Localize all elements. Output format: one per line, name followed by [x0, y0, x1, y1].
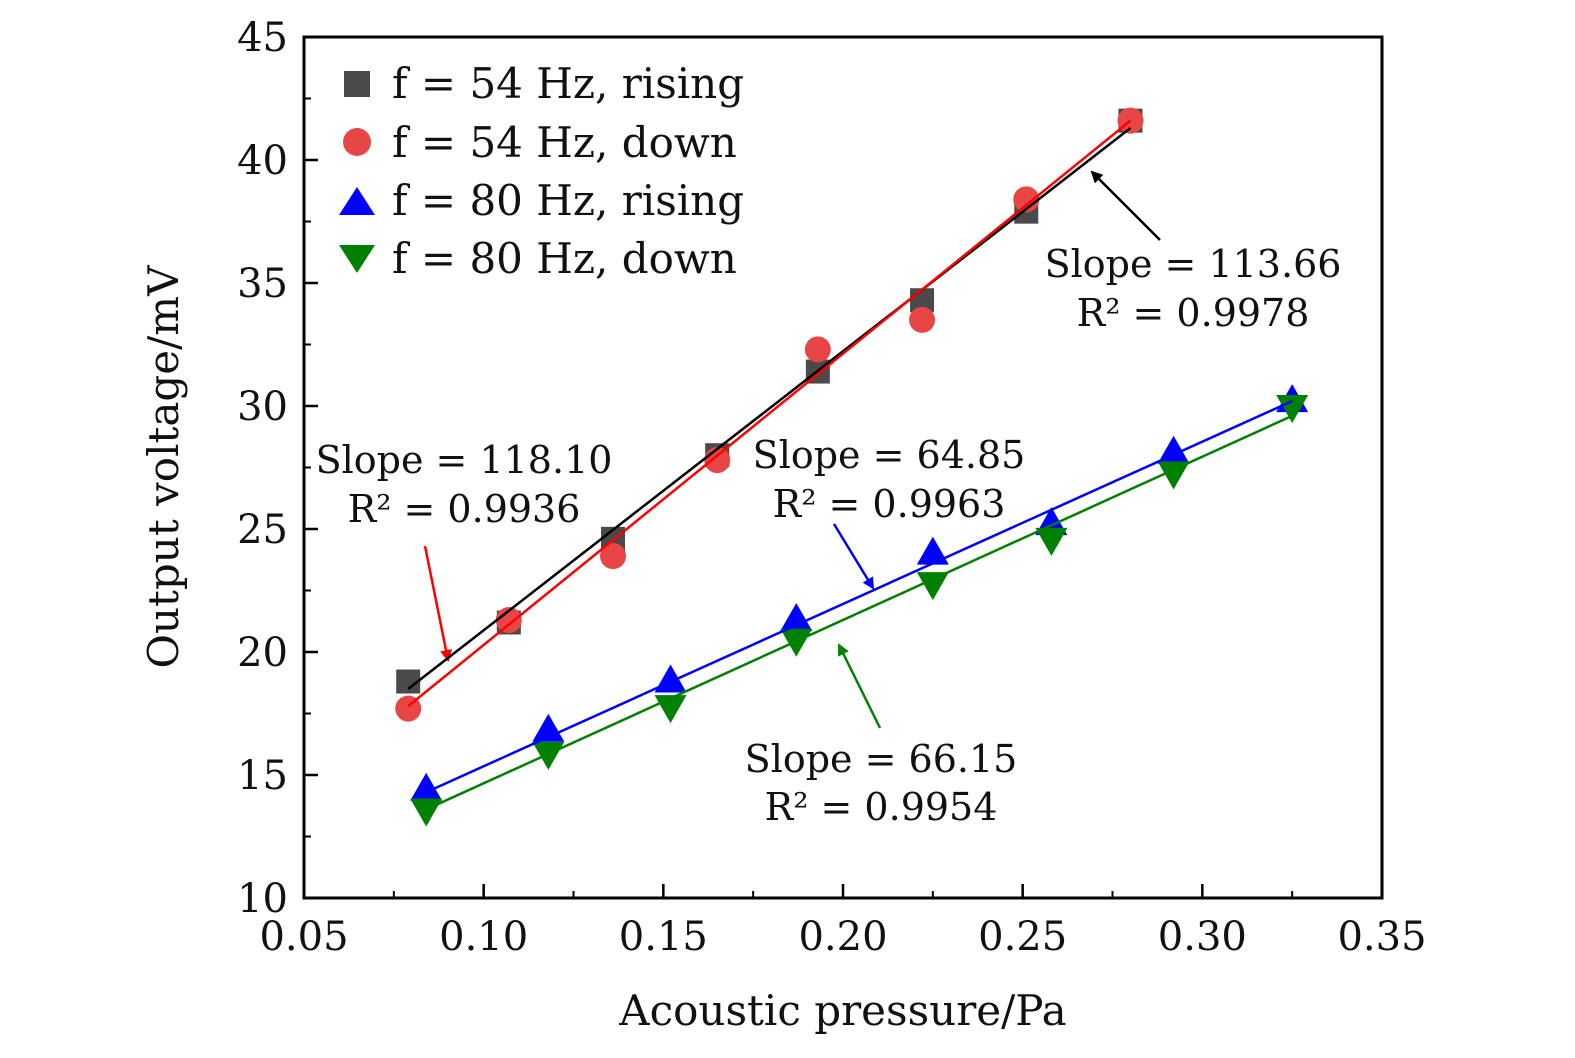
y-tick-label: 45 — [237, 15, 288, 61]
legend-marker-circle — [343, 128, 371, 156]
annotation-slope-64-85: Slope = 64.85 — [753, 433, 1026, 477]
annotation-r2-0-9978: R² = 0.9978 — [1077, 291, 1310, 335]
data-point-triangle-up — [654, 664, 687, 693]
annotation-arrow-black — [1090, 170, 1161, 241]
annotation-80-down: Slope = 66.15 R² = 0.9954 — [745, 643, 1018, 829]
data-point-circle — [909, 306, 936, 333]
fit-line — [425, 414, 1293, 811]
data-point-triangle-up — [916, 536, 949, 565]
annotation-r2-0-9963: R² = 0.9963 — [773, 482, 1006, 526]
annotation-80-rising: Slope = 64.85 R² = 0.9963 — [753, 433, 1026, 590]
data-point-circle — [495, 607, 522, 634]
data-point-triangle-up — [780, 603, 813, 632]
annotation-slope-113-66: Slope = 113.66 — [1045, 242, 1342, 286]
x-tick-label: 0.15 — [619, 914, 708, 960]
y-tick-label: 35 — [237, 261, 288, 307]
data-point-triangle-down — [410, 798, 443, 827]
data-point-circle — [704, 447, 731, 474]
y-tick-label: 40 — [237, 138, 288, 184]
legend-label-80-rising: f = 80 Hz, rising — [392, 176, 744, 225]
fit-line — [425, 399, 1293, 794]
annotation-slope-118-10: Slope = 118.10 — [316, 438, 613, 482]
data-point-triangle-down — [1157, 461, 1190, 490]
legend-label-80-down: f = 80 Hz, down — [392, 234, 737, 283]
data-point-triangle-down — [1276, 395, 1309, 423]
legend-marker-triangle-down — [339, 245, 375, 273]
data-point-circle — [1013, 186, 1040, 213]
annotation-54-down: Slope = 118.10 R² = 0.9936 — [316, 438, 613, 662]
fit-lines — [407, 119, 1293, 811]
data-point-triangle-down — [780, 628, 813, 657]
y-tick-label: 15 — [237, 753, 288, 799]
fit-line — [407, 119, 1132, 708]
legend: f = 54 Hz, rising f = 54 Hz, down f = 80… — [339, 59, 744, 283]
y-tick-label: 25 — [237, 507, 288, 553]
annotation-slope-66-15: Slope = 66.15 — [745, 737, 1018, 781]
x-axis-title: Acoustic pressure/Pa — [618, 986, 1066, 1035]
legend-marker-triangle-up — [339, 187, 375, 215]
legend-label-54-rising: f = 54 Hz, rising — [392, 59, 744, 108]
legend-marker-square — [344, 71, 370, 97]
y-axis-title: Output voltage/mV — [139, 265, 188, 669]
x-tick-label: 0.05 — [259, 914, 348, 960]
annotation-arrow-green — [837, 643, 882, 729]
y-tick-label: 30 — [237, 384, 288, 430]
legend-label-54-down: f = 54 Hz, down — [392, 118, 737, 167]
annotation-arrow-blue — [832, 523, 875, 590]
annotation-r2-0-9954: R² = 0.9954 — [765, 785, 998, 829]
x-tick-label: 0.30 — [1158, 914, 1247, 960]
data-point-circle — [600, 543, 627, 570]
annotation-54-rising: Slope = 113.66 R² = 0.9978 — [1045, 170, 1342, 335]
fit-line — [407, 127, 1132, 690]
x-tick-label: 0.35 — [1337, 914, 1426, 960]
y-tick-label: 20 — [237, 630, 288, 676]
data-point-triangle-up — [410, 772, 443, 801]
annotation-arrow-red — [423, 545, 452, 662]
x-tick-label: 0.10 — [439, 914, 528, 960]
annotation-r2-0-9936: R² = 0.9936 — [348, 487, 581, 531]
x-tick-label: 0.20 — [798, 914, 887, 960]
data-point-triangle-down — [1035, 527, 1068, 556]
x-tick-label: 0.25 — [978, 914, 1067, 960]
data-point-triangle-down — [916, 572, 949, 601]
data-point-circle — [804, 336, 831, 363]
data-point-triangle-down — [532, 741, 565, 770]
data-point-triangle-up — [1157, 435, 1190, 464]
axis-ticks: 0.05 0.10 0.15 0.20 0.25 0.30 0.35 10 15 20 25 30 35… — [237, 15, 1426, 960]
y-tick-label: 10 — [237, 876, 288, 922]
